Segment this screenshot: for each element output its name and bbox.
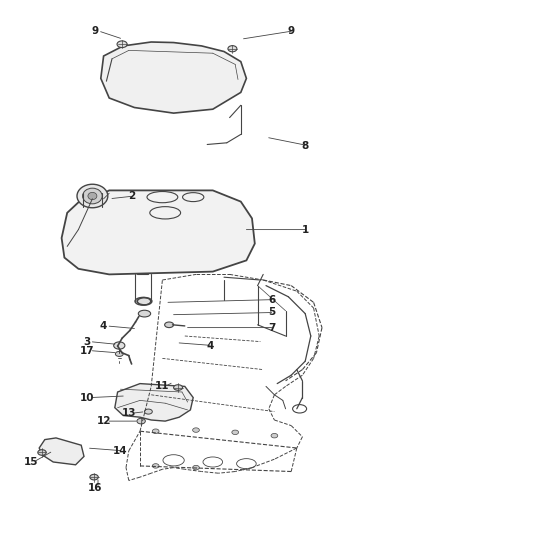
Ellipse shape [88,193,97,200]
Text: 5: 5 [268,307,275,318]
Text: 3: 3 [83,337,90,347]
Polygon shape [101,42,246,113]
Ellipse shape [38,450,46,455]
Ellipse shape [165,322,174,328]
Ellipse shape [135,297,151,305]
Ellipse shape [77,184,108,208]
Ellipse shape [144,409,152,414]
Text: 16: 16 [88,483,102,493]
Ellipse shape [174,385,183,390]
Text: 13: 13 [122,408,136,418]
Text: 11: 11 [155,381,170,391]
Text: 4: 4 [206,340,214,351]
Text: 17: 17 [80,346,94,356]
Text: 1: 1 [302,225,309,235]
Ellipse shape [271,433,278,438]
Ellipse shape [232,430,239,435]
Ellipse shape [193,465,199,470]
Text: 4: 4 [100,321,108,331]
Text: 7: 7 [268,323,276,333]
Text: 9: 9 [288,26,295,36]
Text: 14: 14 [113,446,128,456]
Ellipse shape [138,310,151,317]
Text: 6: 6 [268,295,275,305]
Text: 2: 2 [128,191,135,201]
Ellipse shape [193,428,199,432]
Ellipse shape [117,41,127,48]
Text: 12: 12 [96,416,111,426]
Text: 8: 8 [302,141,309,151]
Ellipse shape [152,429,159,433]
Polygon shape [115,384,193,421]
Ellipse shape [83,188,102,204]
Polygon shape [39,438,84,465]
Ellipse shape [152,464,159,468]
Ellipse shape [114,342,125,349]
Ellipse shape [228,46,237,52]
Ellipse shape [115,352,123,357]
Ellipse shape [137,418,146,424]
Text: 15: 15 [24,457,38,467]
Text: 10: 10 [80,393,94,403]
Text: 9: 9 [92,26,99,36]
Ellipse shape [90,474,99,480]
Polygon shape [62,190,255,274]
